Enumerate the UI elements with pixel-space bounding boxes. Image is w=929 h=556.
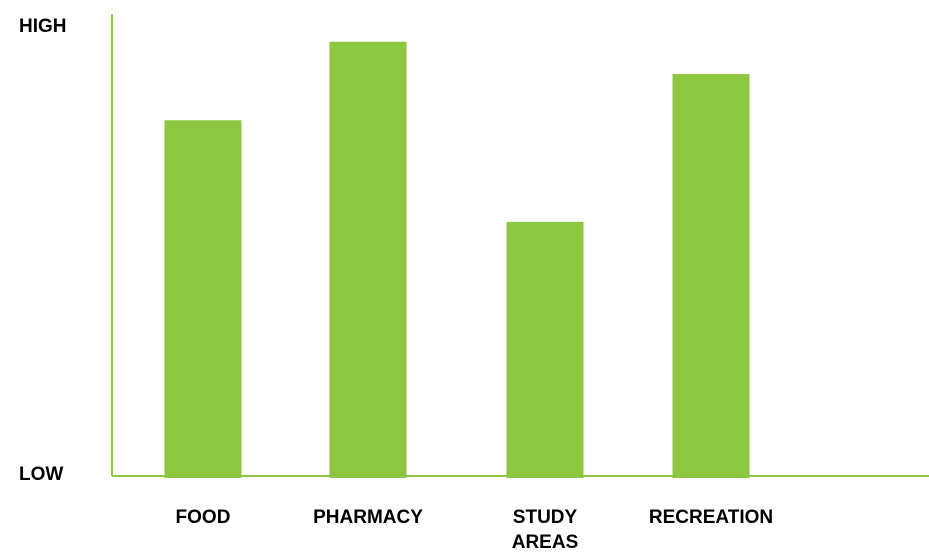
bar-pharmacy (329, 41, 407, 478)
category-label-line: STUDY (513, 507, 578, 528)
category-labels-group: FOOD PHARMACY STUDY AREAS RECREATION (176, 507, 774, 553)
category-label-line: AREAS (512, 532, 579, 553)
category-label-recreation: RECREATION (649, 507, 773, 528)
category-label-study-areas: STUDY AREAS (512, 507, 579, 553)
category-label-pharmacy: PHARMACY (313, 507, 423, 528)
category-label-food: FOOD (176, 507, 231, 528)
bar-food (164, 120, 242, 478)
y-axis-high-label: HIGH (19, 16, 67, 37)
bar-recreation (672, 74, 750, 478)
category-label-line: FOOD (176, 507, 231, 528)
y-axis-low-label: LOW (19, 464, 63, 485)
bar-study-areas (506, 221, 584, 478)
category-label-line: PHARMACY (313, 507, 423, 528)
bars-group (164, 41, 750, 478)
category-label-line: RECREATION (649, 507, 773, 528)
